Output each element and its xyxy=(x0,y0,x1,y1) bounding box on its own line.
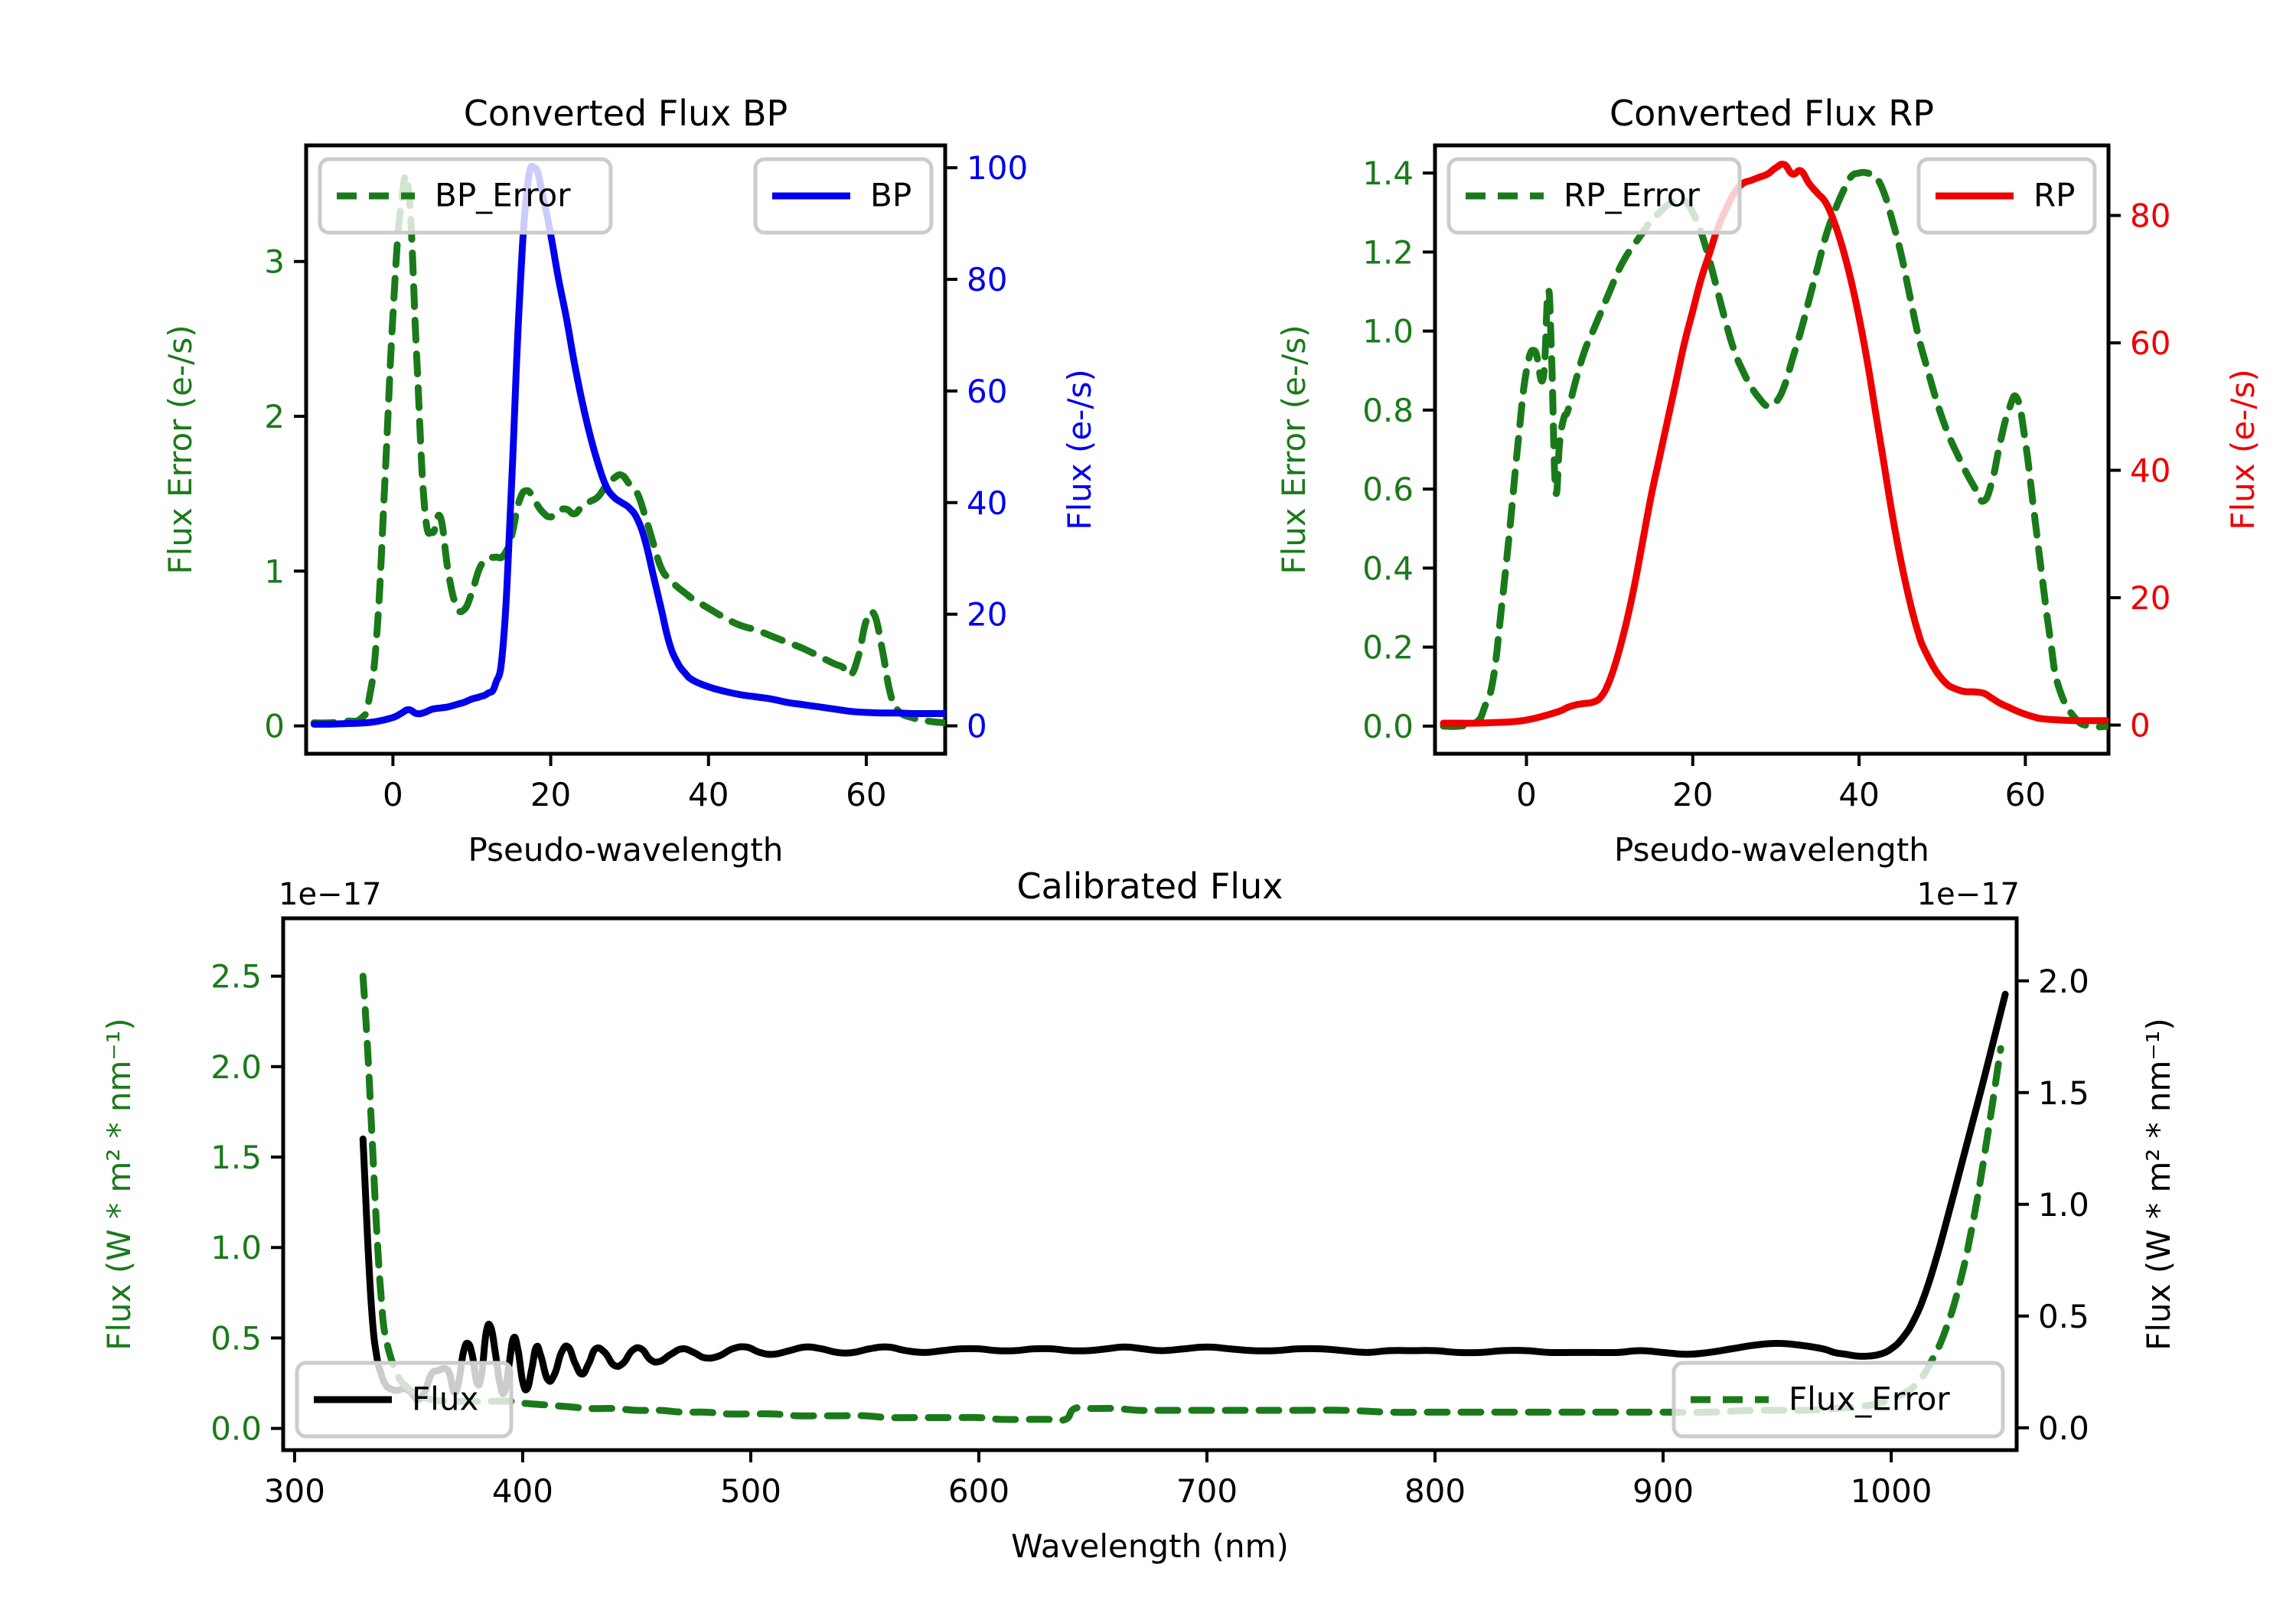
y-tick-label-right: 60 xyxy=(2130,324,2170,362)
panel-calibrated-flux: Calibrated Flux 1e−17 1e−17 300 400 500 600 700… xyxy=(0,826,2296,1607)
y-axis-label-right: Flux (e-/s) xyxy=(2224,369,2262,530)
chart-title: Converted Flux BP xyxy=(464,93,788,134)
series-line-rp_error xyxy=(1440,168,2108,731)
exponent-label-left: 1e−17 xyxy=(279,877,381,912)
y-tick-label-left: 1.0 xyxy=(210,1229,262,1266)
x-tick-label: 800 xyxy=(1404,1472,1466,1510)
exponent-label-right: 1e−17 xyxy=(1917,877,2020,912)
y-tick-label-left: 1 xyxy=(264,553,285,590)
chart-title: Converted Flux RP xyxy=(1609,93,1934,134)
plot-frame xyxy=(304,143,947,756)
y-tick-label-right: 40 xyxy=(967,484,1007,522)
legend-frame xyxy=(1671,1361,2005,1439)
x-tick-label: 0 xyxy=(383,776,403,813)
legend-label: Flux xyxy=(412,1380,478,1418)
y-tick-label-left: 0.0 xyxy=(1362,708,1414,745)
y-tick-label-left: 0.2 xyxy=(1362,629,1414,667)
y-axis-label-left: Flux Error (e-/s) xyxy=(1275,324,1313,574)
x-axis-label: Wavelength (nm) xyxy=(1011,1527,1289,1565)
x-tick-label: 400 xyxy=(492,1472,553,1510)
x-tick-label: 40 xyxy=(688,776,729,813)
y-tick-label-left: 0.5 xyxy=(210,1319,262,1357)
y-tick-label-left: 2 xyxy=(264,398,285,435)
y-axis-label-left: Flux (W * m² * nm⁻¹) xyxy=(100,1018,138,1351)
y-tick-label-left: 2.0 xyxy=(210,1048,262,1086)
legend-bp_error[interactable]: BP_Error xyxy=(318,157,613,235)
y-tick-label-left: 0 xyxy=(264,708,285,745)
chart-rp: Converted Flux RP 0 20 40 60 Pseudo-wavelengt… xyxy=(1275,93,2262,869)
legend-rp_error[interactable]: RP_Error xyxy=(1446,157,1742,235)
series-line-bp xyxy=(310,162,945,728)
y-tick-label-left: 0.4 xyxy=(1362,549,1414,587)
x-tick-label: 900 xyxy=(1632,1472,1694,1510)
panel-converted-flux-bp: Converted Flux BP 0 20 40 60 Pseudo-wavelengt… xyxy=(0,46,1148,869)
y-tick-label-right: 20 xyxy=(2130,579,2170,617)
x-tick-label: 600 xyxy=(948,1472,1009,1510)
y-tick-label-right: 80 xyxy=(2130,197,2170,235)
y-tick-label-right: 80 xyxy=(967,261,1007,298)
x-tick-label: 40 xyxy=(1838,776,1879,813)
y-tick-label-right: 60 xyxy=(967,373,1007,410)
legend-frame xyxy=(318,157,613,235)
y-tick-label-right: 100 xyxy=(967,149,1028,187)
x-axis-label: Pseudo-wavelength xyxy=(468,831,784,869)
x-tick-label: 60 xyxy=(846,776,886,813)
x-tick-label: 60 xyxy=(2005,776,2046,813)
y-tick-label-right: 20 xyxy=(967,596,1007,634)
chart-calibrated: Calibrated Flux 1e−17 1e−17 300 400 500 600 700… xyxy=(100,865,2177,1565)
chart-bp: Converted Flux BP0 20 40 60Pseudo-wavelengt… xyxy=(161,93,1098,869)
legend-label: RP_Error xyxy=(1564,177,1701,214)
y-tick-label-left: 1.0 xyxy=(1362,313,1414,350)
x-tick-label: 300 xyxy=(264,1472,325,1510)
y-tick-label-left: 1.5 xyxy=(210,1139,262,1176)
y-tick-label-right: 0.5 xyxy=(2038,1298,2089,1335)
x-tick-label: 20 xyxy=(530,776,571,813)
legend-flux[interactable]: Flux xyxy=(295,1361,514,1439)
legend-label: RP xyxy=(2033,177,2076,214)
y-tick-label-left: 1.2 xyxy=(1362,233,1414,271)
series-line-rp xyxy=(1440,160,2108,727)
chart-title: Calibrated Flux xyxy=(1017,865,1283,907)
x-tick-label: 700 xyxy=(1176,1472,1238,1510)
x-tick-label: 20 xyxy=(1672,776,1713,813)
x-tick-label: 500 xyxy=(720,1472,781,1510)
y-tick-label-right: 40 xyxy=(2130,452,2170,490)
x-axis-label: Pseudo-wavelength xyxy=(1614,831,1929,869)
y-tick-label-left: 1.4 xyxy=(1362,155,1414,192)
y-tick-label-left: 0.6 xyxy=(1362,471,1414,508)
series-line-bp_error xyxy=(310,171,945,727)
y-tick-label-right: 2.0 xyxy=(2038,963,2089,1000)
legend-rp[interactable]: RP xyxy=(1916,157,2097,235)
y-tick-label-left: 0.8 xyxy=(1362,392,1414,429)
y-tick-label-right: 0 xyxy=(967,708,987,745)
y-tick-label-left: 0.0 xyxy=(210,1410,262,1448)
panel-converted-flux-rp: Converted Flux RP 0 20 40 60 Pseudo-wavelengt… xyxy=(1148,46,2296,869)
legend-bp[interactable]: BP xyxy=(753,157,934,235)
y-axis-label-right: Flux (e-/s) xyxy=(1061,369,1098,530)
legend-frame xyxy=(295,1361,514,1439)
y-tick-label-left: 3 xyxy=(264,243,285,281)
legend-frame xyxy=(1446,157,1742,235)
legend-flux_error[interactable]: Flux_Error xyxy=(1671,1361,2005,1439)
legend-label: Flux_Error xyxy=(1789,1380,1950,1418)
x-tick-label: 0 xyxy=(1516,776,1537,813)
y-tick-label-right: 1.0 xyxy=(2038,1186,2089,1224)
legend-label: BP_Error xyxy=(435,177,571,214)
series-line-flux xyxy=(359,990,2009,1403)
plot-frame xyxy=(281,916,2019,1452)
y-tick-label-right: 0 xyxy=(2130,707,2151,745)
y-tick-label-right: 1.5 xyxy=(2038,1074,2089,1112)
y-tick-label-left: 2.5 xyxy=(210,958,262,996)
x-tick-label: 1000 xyxy=(1851,1472,1932,1510)
y-axis-label-right: Flux (W * m² * nm⁻¹) xyxy=(2140,1018,2177,1351)
legend-label: BP xyxy=(870,177,912,214)
plot-frame xyxy=(1433,143,2111,756)
y-axis-label-left: Flux Error (e-/s) xyxy=(161,324,199,574)
y-tick-label-right: 0.0 xyxy=(2038,1410,2089,1447)
